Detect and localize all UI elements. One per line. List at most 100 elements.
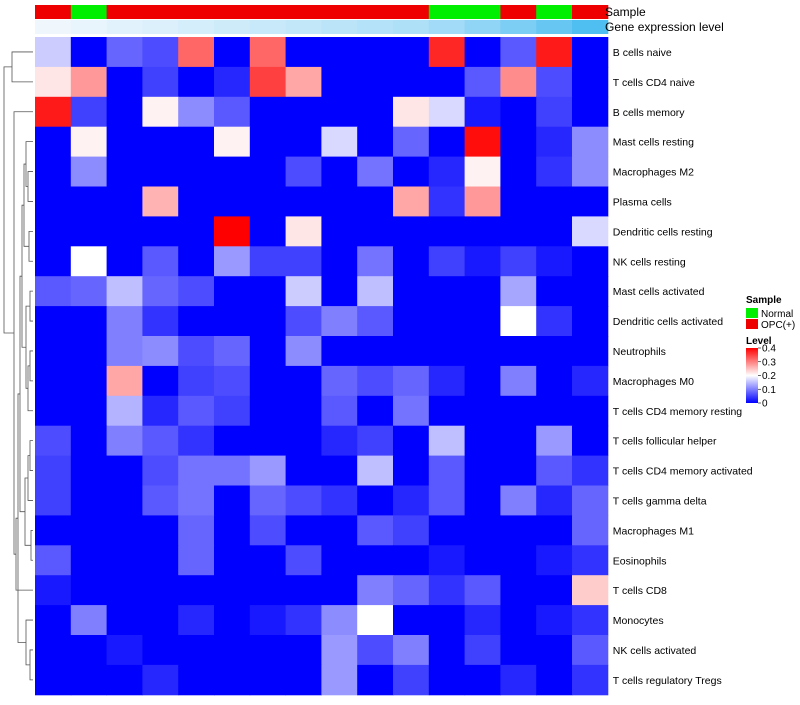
dendrogram-branch xyxy=(27,455,33,501)
heatmap-cell xyxy=(214,336,251,367)
heatmap-cell xyxy=(214,126,251,158)
heatmap-cell xyxy=(178,246,215,277)
heatmap-cell xyxy=(178,216,215,247)
heatmap-cell xyxy=(357,365,394,397)
heatmap-cell xyxy=(142,306,179,337)
heatmap-cell xyxy=(500,664,537,696)
heatmap-cell xyxy=(70,425,108,457)
heatmap-cell xyxy=(70,664,108,696)
heatmap-cell xyxy=(536,664,573,696)
row-label: B cells naive xyxy=(613,47,672,59)
heatmap-cell xyxy=(572,605,609,636)
expression-annotation-cell xyxy=(35,20,72,34)
heatmap-cell xyxy=(285,664,322,696)
heatmap-cell xyxy=(70,365,108,397)
dendrogram-branch xyxy=(29,440,33,471)
heatmap-cell xyxy=(536,455,573,486)
row-label: T cells CD8 xyxy=(613,585,667,597)
heatmap-cell xyxy=(106,156,143,187)
sample-annotation-cell xyxy=(106,5,143,19)
heatmap-cell xyxy=(285,126,322,158)
heatmap-cell xyxy=(464,605,501,636)
heatmap-cell xyxy=(572,365,609,397)
heatmap-cell xyxy=(106,575,143,606)
heatmap-cell xyxy=(393,395,430,427)
heatmap-cell xyxy=(214,156,251,187)
heatmap-cell xyxy=(464,96,501,128)
heatmap-cell xyxy=(249,485,287,516)
heatmap-cell xyxy=(428,455,466,486)
heatmap-cell xyxy=(500,96,537,128)
heatmap-cell xyxy=(357,186,394,217)
heatmap-cell xyxy=(393,664,430,696)
sample-annotation-cell xyxy=(178,5,215,19)
heatmap-cell xyxy=(464,365,501,397)
heatmap-cell xyxy=(321,395,358,427)
heatmap-cell xyxy=(464,485,501,516)
row-label: T cells gamma delta xyxy=(613,495,707,507)
heatmap-cell xyxy=(106,66,143,98)
heatmap-cell xyxy=(393,216,430,247)
heatmap-cell xyxy=(249,515,287,546)
heatmap-cell xyxy=(35,37,72,68)
heatmap-cell xyxy=(106,635,143,666)
heatmap-cell xyxy=(214,365,251,397)
row-label: Neutrophils xyxy=(613,346,666,358)
heatmap-cell xyxy=(285,186,322,217)
heatmap-cell xyxy=(428,186,466,217)
heatmap-cell xyxy=(357,96,394,128)
heatmap-cell xyxy=(106,96,143,128)
row-label: Mast cells activated xyxy=(613,286,705,298)
heatmap-cell xyxy=(536,37,573,68)
heatmap-cell xyxy=(142,156,179,187)
heatmap-cell xyxy=(142,336,179,367)
heatmap-cell xyxy=(70,216,108,247)
heatmap-cell xyxy=(249,246,287,277)
heatmap-cell xyxy=(70,395,108,427)
heatmap-cell xyxy=(214,306,251,337)
heatmap-cell xyxy=(70,96,108,128)
heatmap-cell xyxy=(321,276,358,307)
heatmap-cell xyxy=(214,37,251,68)
heatmap-cell xyxy=(536,545,573,576)
heatmap-cell xyxy=(464,276,501,307)
heatmap-cell xyxy=(500,425,537,457)
heatmap-cell xyxy=(500,246,537,277)
heatmap-cell xyxy=(536,515,573,546)
expression-annotation-bar xyxy=(35,20,609,34)
heatmap-cell xyxy=(35,455,72,486)
heatmap-cell xyxy=(428,156,466,187)
legend: Sample Normal OPC(+) Level 0.4 0.3 0.2 0.1 0 xyxy=(746,295,795,410)
heatmap-cell xyxy=(357,575,394,606)
heatmap-cell xyxy=(106,37,143,68)
heatmap-cell xyxy=(500,485,537,516)
heatmap-cell xyxy=(285,156,322,187)
row-label: Mast cells resting xyxy=(613,137,694,149)
heatmap-cell xyxy=(500,575,537,606)
heatmap-cell xyxy=(572,395,609,427)
heatmap-cell xyxy=(572,336,609,367)
heatmap-cell xyxy=(536,276,573,307)
legend-level-tick-label: 0.1 xyxy=(762,385,776,396)
heatmap-cell xyxy=(572,126,609,158)
heatmap-cell xyxy=(35,425,72,457)
heatmap-cell xyxy=(500,635,537,666)
heatmap-cell xyxy=(500,186,537,217)
heatmap-cell xyxy=(106,365,143,397)
heatmap-cell xyxy=(285,365,322,397)
heatmap-cell xyxy=(178,455,215,486)
heatmap-cell xyxy=(142,276,179,307)
heatmap-cell xyxy=(500,66,537,98)
heatmap-cell xyxy=(142,126,179,158)
heatmap-cell xyxy=(178,395,215,427)
heatmap-cell xyxy=(393,156,430,187)
heatmap-cell xyxy=(536,66,573,98)
expression-annotation-cell xyxy=(285,20,322,34)
heatmap-cell xyxy=(106,455,143,486)
heatmap-cell xyxy=(70,545,108,576)
annotation-label-expression: Gene expression level xyxy=(605,20,724,34)
heatmap-cell xyxy=(536,635,573,666)
legend-level-tick-label: 0 xyxy=(762,399,768,410)
heatmap-cell xyxy=(464,306,501,337)
